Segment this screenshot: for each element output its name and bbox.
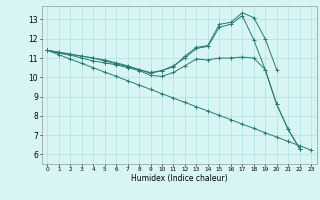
X-axis label: Humidex (Indice chaleur): Humidex (Indice chaleur) — [131, 174, 228, 183]
